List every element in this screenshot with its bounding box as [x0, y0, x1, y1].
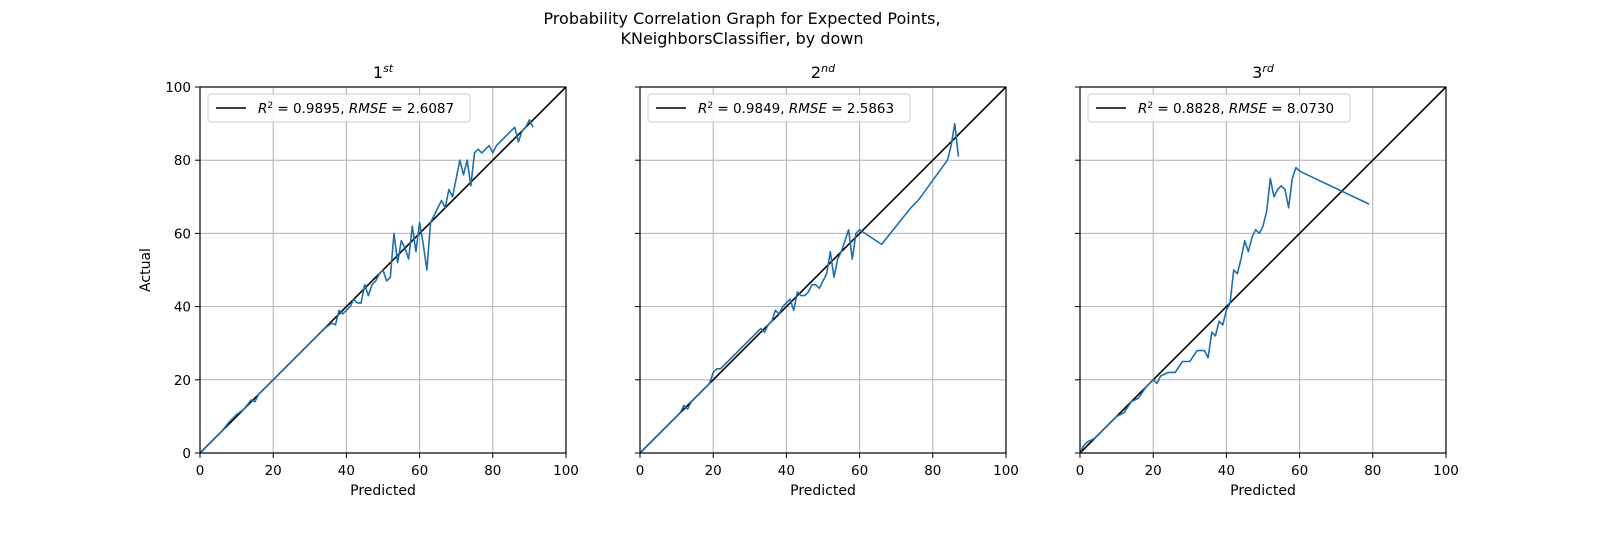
figure-subtitle: KNeighborsClassifier, by down [621, 29, 864, 48]
y-tick-label: 20 [174, 373, 191, 389]
reference-line [1079, 86, 1447, 454]
x-axis-label: Predicted [350, 483, 416, 499]
x-tick-label: 20 [1145, 463, 1162, 479]
x-tick-label: 80 [484, 463, 501, 479]
legend-label: R2 = 0.9895, RMSE = 2.6087 [258, 101, 454, 117]
x-tick-label: 0 [636, 463, 645, 479]
legend: R2 = 0.9849, RMSE = 2.5863 [647, 93, 911, 123]
x-tick-label: 40 [338, 463, 355, 479]
axes-frame [639, 86, 1007, 454]
y-tick-label: 60 [174, 226, 191, 242]
subplot-3: 0 20 40 60 80 100 Predicted 3rd R2 = 0.8828, RMS… [1075, 62, 1459, 499]
x-tick-label: 60 [411, 463, 428, 479]
legend-box [647, 93, 911, 123]
legend-box [207, 93, 471, 123]
subplots: 0 20 40 60 80 100 0 20 40 60 80 100 Predicted Actual 1… [138, 62, 1459, 500]
x-tick-label: 0 [196, 463, 205, 479]
y-axis-label: Actual [138, 248, 154, 292]
x-axis-label: Predicted [790, 483, 856, 499]
axes-frame [199, 86, 567, 454]
x-tick-label: 60 [851, 463, 868, 479]
legend: R2 = 0.8828, RMSE = 8.0730 [1087, 93, 1351, 123]
y-tick-label: 0 [182, 446, 191, 462]
x-tick-label: 40 [778, 463, 795, 479]
y-tick-label: 100 [165, 80, 191, 96]
y-tick-label: 80 [174, 153, 191, 169]
subplot-2: 0 20 40 60 80 100 Predicted 2nd R2 = 0.9849, RMS… [635, 62, 1019, 499]
subplot-title: 2nd [811, 62, 836, 83]
y-tick-label: 40 [174, 300, 191, 316]
subplot-title: 3rd [1252, 62, 1275, 83]
x-axis-label: Predicted [1230, 483, 1296, 499]
series-line [199, 119, 534, 454]
x-tick-label: 100 [993, 463, 1019, 479]
legend-label: R2 = 0.8828, RMSE = 8.0730 [1138, 101, 1334, 117]
legend-label: R2 = 0.9849, RMSE = 2.5863 [698, 101, 894, 117]
figure-title: Probability Correlation Graph for Expect… [543, 9, 940, 28]
x-tick-label: 60 [1291, 463, 1308, 479]
x-tick-label: 20 [705, 463, 722, 479]
x-tick-label: 40 [1218, 463, 1235, 479]
x-tick-label: 0 [1076, 463, 1085, 479]
x-tick-label: 20 [265, 463, 282, 479]
subplot-title: 1st [373, 62, 394, 83]
x-tick-label: 100 [1433, 463, 1459, 479]
series-line [1079, 166, 1370, 454]
x-tick-label: 100 [553, 463, 579, 479]
series-line [639, 122, 960, 454]
legend-box [1087, 93, 1351, 123]
subplot-1: 0 20 40 60 80 100 0 20 40 60 80 100 Predicted Actual 1… [138, 62, 579, 500]
legend: R2 = 0.9895, RMSE = 2.6087 [207, 93, 471, 123]
x-tick-label: 80 [1364, 463, 1381, 479]
x-tick-label: 80 [924, 463, 941, 479]
axes-frame [1079, 86, 1447, 454]
